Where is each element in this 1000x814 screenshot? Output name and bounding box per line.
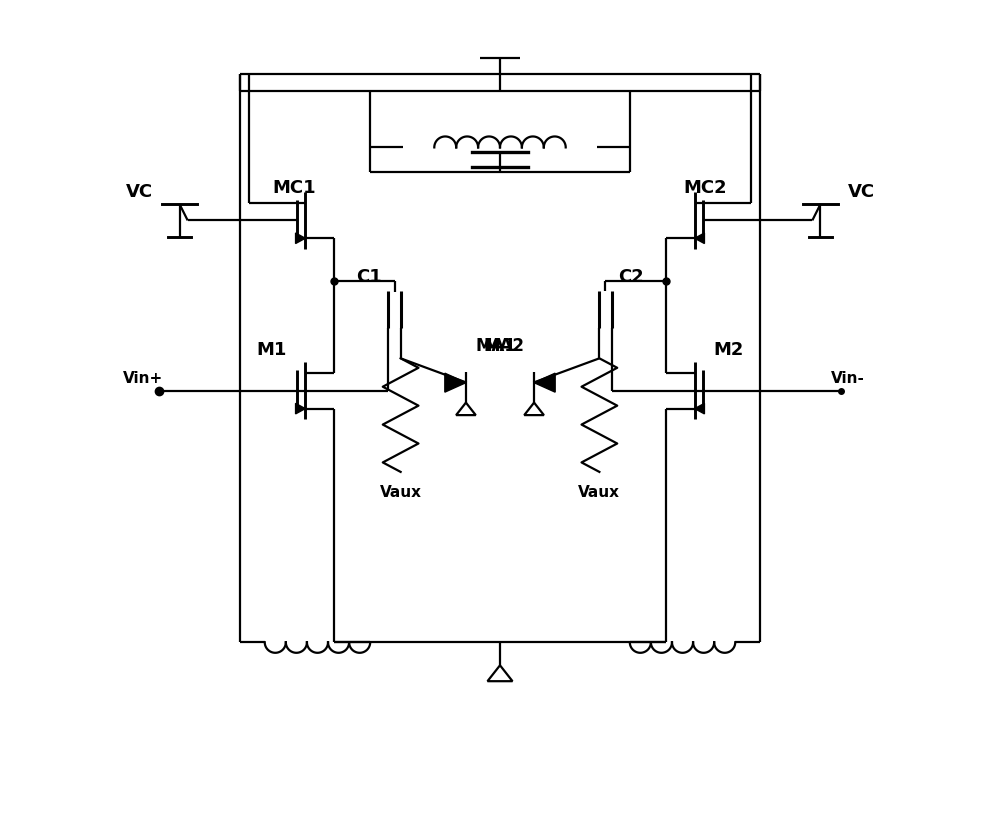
Text: VC: VC [847, 183, 875, 201]
Text: MA1: MA1 [476, 337, 517, 355]
Text: VC: VC [125, 183, 153, 201]
Polygon shape [445, 373, 466, 392]
Polygon shape [534, 373, 555, 392]
Text: M2: M2 [713, 341, 743, 359]
Text: MC1: MC1 [273, 179, 316, 197]
Text: M1: M1 [257, 341, 287, 359]
Polygon shape [296, 233, 305, 243]
Text: Vin-: Vin- [831, 371, 865, 386]
Text: Vaux: Vaux [578, 484, 620, 500]
Text: C2: C2 [618, 268, 643, 287]
Text: C1: C1 [357, 268, 382, 287]
Text: Vaux: Vaux [380, 484, 422, 500]
Text: MC2: MC2 [684, 179, 727, 197]
Text: MA2: MA2 [483, 337, 524, 355]
Polygon shape [695, 233, 704, 243]
Text: Vin+: Vin+ [123, 371, 163, 386]
Polygon shape [296, 404, 305, 414]
Polygon shape [695, 404, 704, 414]
